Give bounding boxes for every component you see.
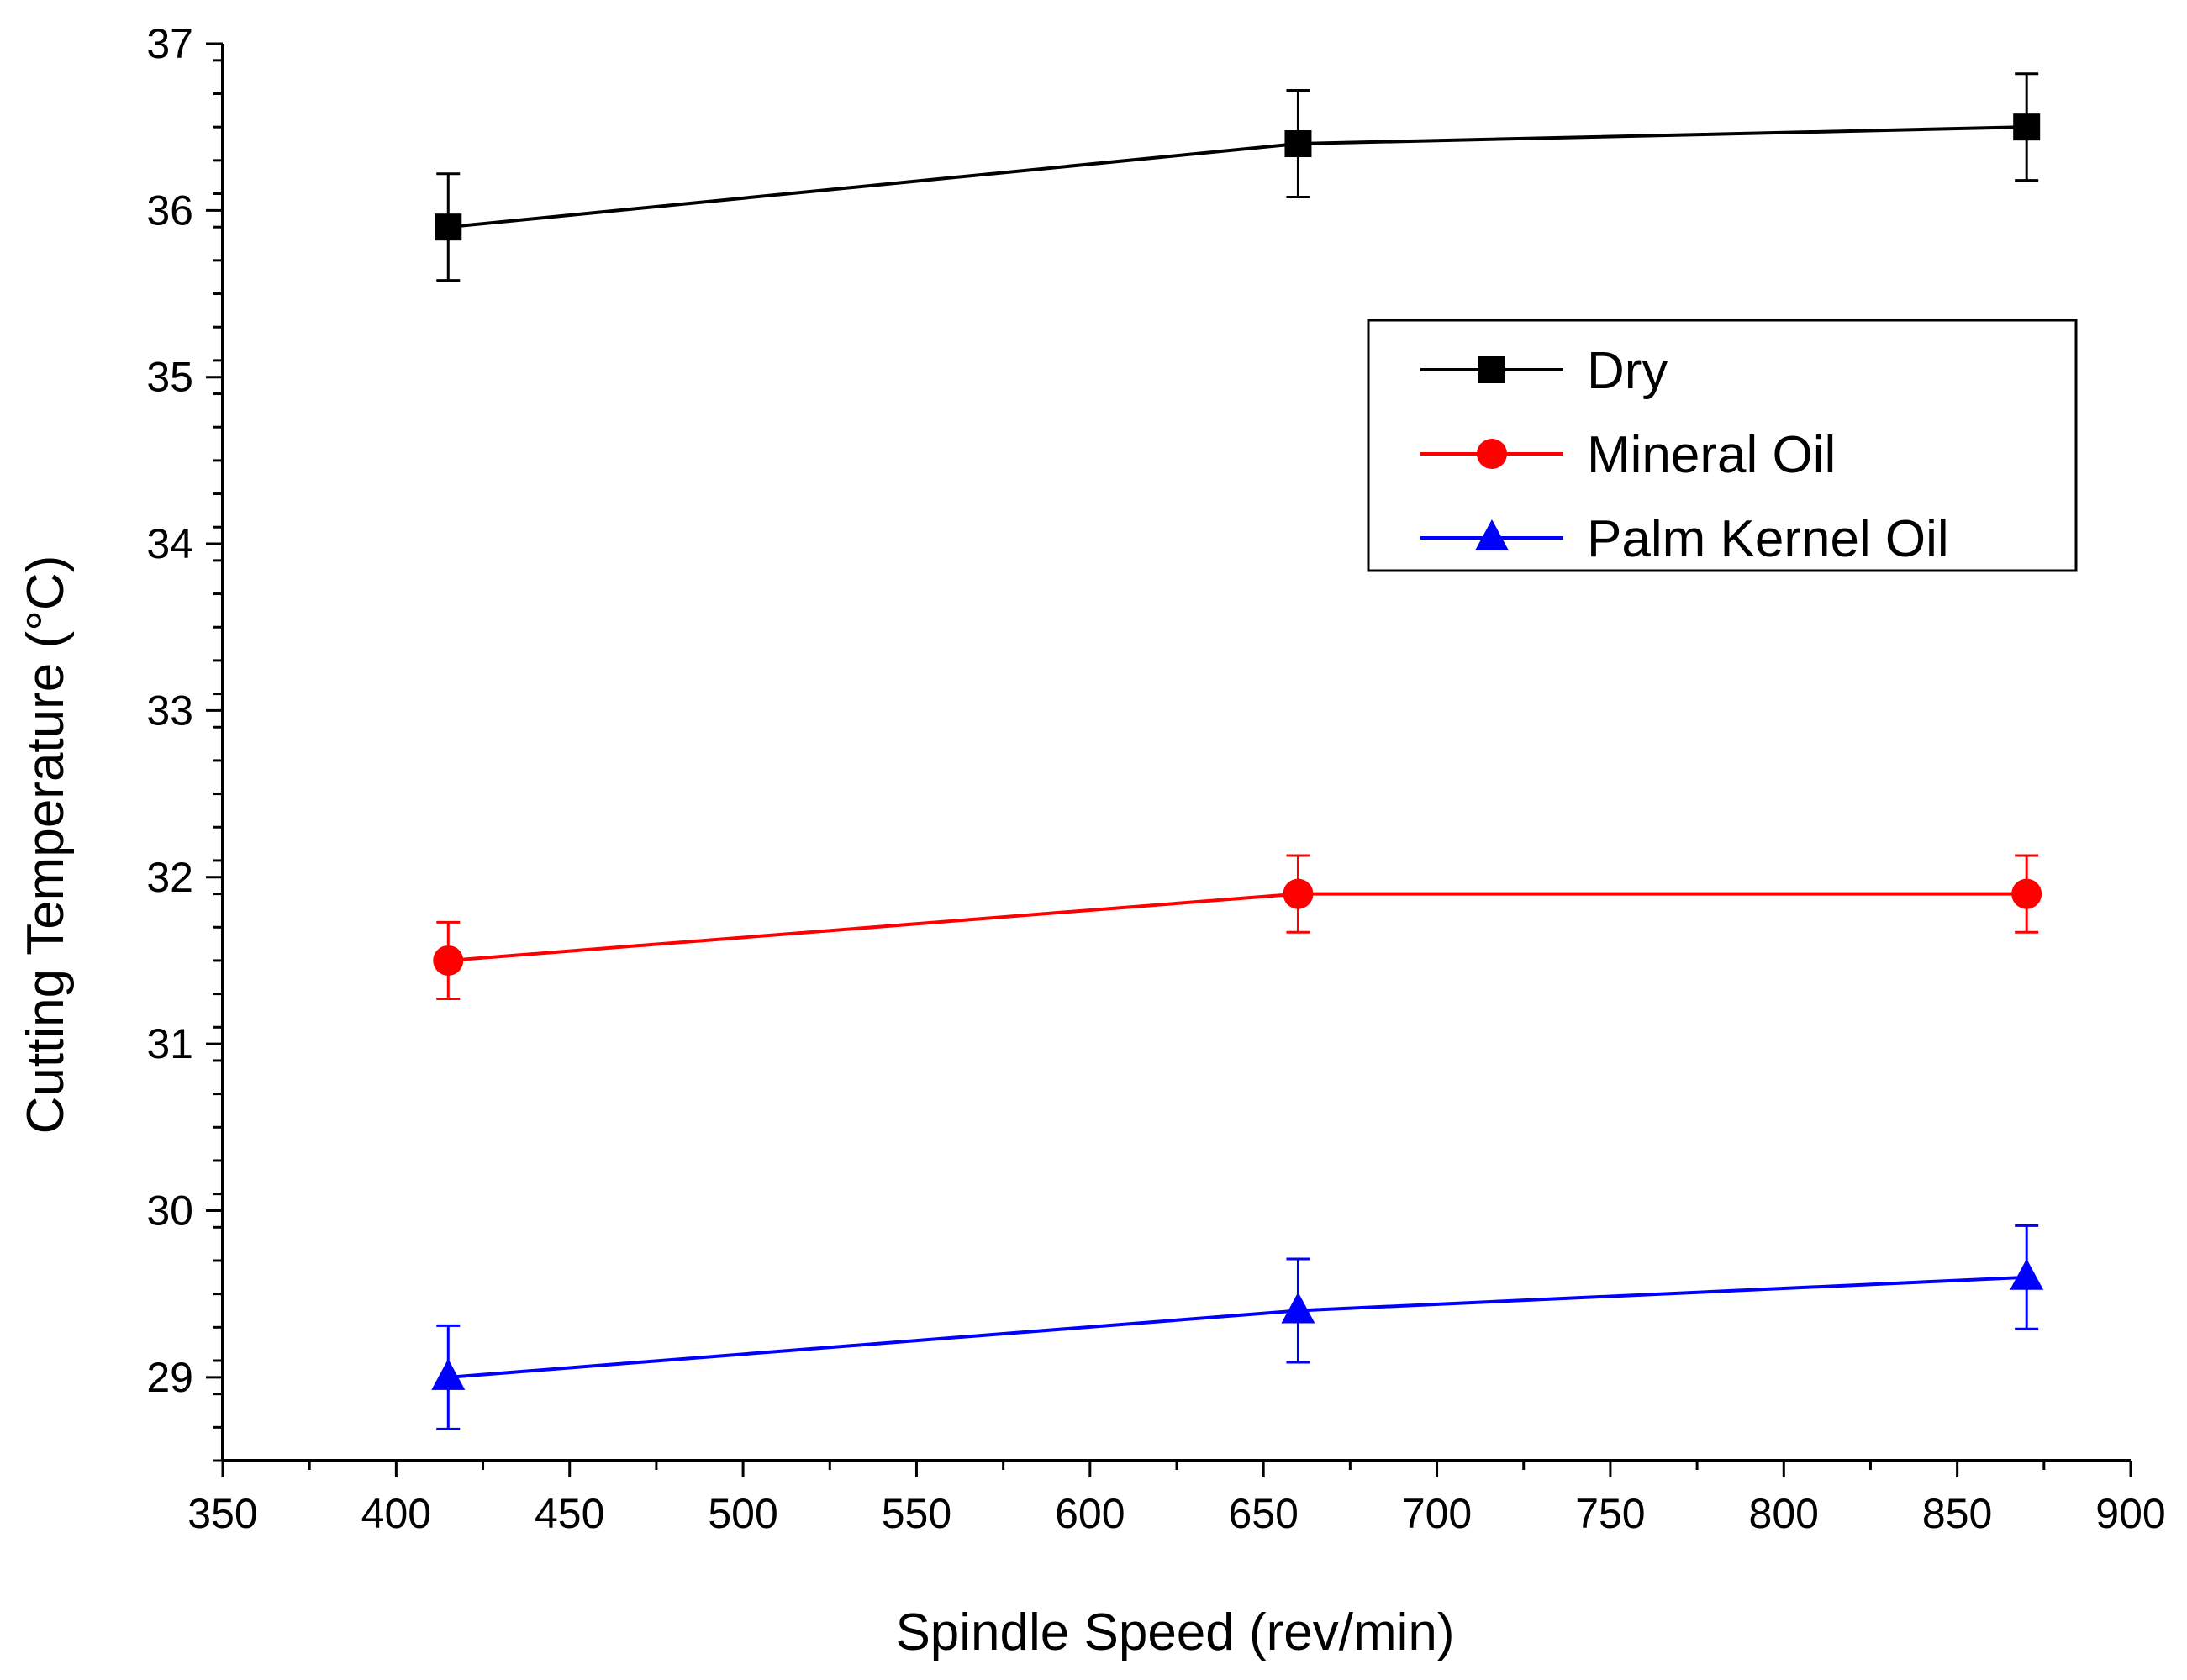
y-axis-title: Cutting Temperature (°C) xyxy=(17,556,75,1135)
data-point xyxy=(1281,1292,1315,1324)
axes: 350 400 450 500 550 600 650 700 750 800 850 900 29 30… xyxy=(146,20,2165,1537)
x-tick-label: 600 xyxy=(1055,1490,1125,1537)
y-tick-label: 30 xyxy=(146,1187,193,1234)
legend-item: Palm Kernel Oil xyxy=(1420,510,1949,568)
data-point xyxy=(2013,113,2041,141)
x-tick-label: 750 xyxy=(1575,1490,1645,1537)
data-point xyxy=(2010,1258,2044,1290)
series-dry xyxy=(435,72,2041,282)
data-point xyxy=(1284,130,1312,158)
x-tick-label: 550 xyxy=(882,1490,951,1537)
x-tick-label: 700 xyxy=(1402,1490,1472,1537)
legend-marker xyxy=(1478,356,1505,383)
series-group xyxy=(431,72,2044,1430)
x-tick-label: 800 xyxy=(1749,1490,1819,1537)
x-tick-label: 500 xyxy=(708,1490,777,1537)
legend-marker xyxy=(1475,519,1509,550)
data-point xyxy=(435,213,462,241)
y-tick-label: 37 xyxy=(146,20,193,67)
series-line xyxy=(448,125,2027,229)
y-tick-label: 33 xyxy=(146,687,193,734)
x-tick-label: 350 xyxy=(187,1490,257,1537)
data-point xyxy=(1283,878,1314,909)
x-axis-title: Spindle Speed (rev/min) xyxy=(895,1604,1454,1662)
y-tick-label: 36 xyxy=(146,187,193,234)
legend-marker xyxy=(1477,439,1507,469)
data-point xyxy=(433,945,464,976)
y-tick-label: 34 xyxy=(146,520,193,567)
series-palm-kernel-oil xyxy=(431,1224,2044,1430)
legend-item: Mineral Oil xyxy=(1420,426,1836,484)
y-tick-label: 29 xyxy=(146,1354,193,1401)
x-tick-label: 650 xyxy=(1228,1490,1298,1537)
legend-label: Mineral Oil xyxy=(1587,426,1836,484)
y-tick-label: 32 xyxy=(146,854,193,901)
x-tick-label: 900 xyxy=(2095,1490,2165,1537)
x-tick-label: 400 xyxy=(361,1490,431,1537)
legend-item: Dry xyxy=(1420,342,1668,400)
y-tick-label: 35 xyxy=(146,354,193,401)
x-tick-label: 850 xyxy=(1922,1490,1992,1537)
legend-label: Dry xyxy=(1587,342,1668,400)
legend: Dry Mineral Oil Palm Kernel Oil xyxy=(1367,319,2078,572)
legend-label: Palm Kernel Oil xyxy=(1587,510,1949,568)
x-tick-label: 450 xyxy=(535,1490,604,1537)
data-point xyxy=(431,1358,466,1390)
data-point xyxy=(2011,878,2042,909)
series-line xyxy=(448,892,2027,962)
series-mineral-oil xyxy=(433,854,2042,1001)
y-tick-label: 31 xyxy=(146,1020,193,1067)
series-line xyxy=(448,1275,2027,1379)
